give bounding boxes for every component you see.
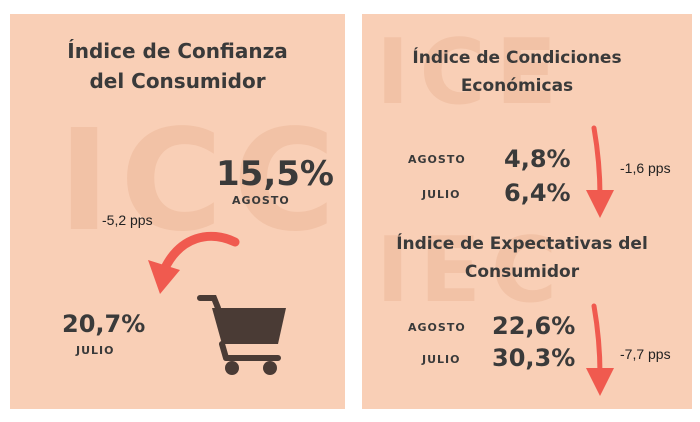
iec-title: Índice de Expectativas del Consumidor xyxy=(396,234,648,282)
ice-row-agosto-label: AGOSTO xyxy=(408,153,466,166)
curved-down-arrow-icon xyxy=(148,231,240,294)
icc-current-value: 15,5% xyxy=(216,154,334,194)
iec-row-agosto-label: AGOSTO xyxy=(408,321,466,334)
ice-change: -1,6 pps xyxy=(620,160,671,176)
icc-previous-label: JULIO xyxy=(76,344,115,357)
ice-iec-panel: ICE IEC Índice de Condiciones Económicas… xyxy=(362,14,692,409)
icc-change: -5,2 pps xyxy=(102,212,153,228)
shopping-cart-icon xyxy=(197,295,286,375)
ice-row-julio-value: 6,4% xyxy=(504,179,571,207)
ice-title: Índice de Condiciones Económicas xyxy=(412,48,622,96)
iec-row-julio-value: 30,3% xyxy=(492,344,576,372)
icc-previous-value: 20,7% xyxy=(62,310,146,338)
iec-row-julio-label: JULIO xyxy=(422,353,461,366)
icc-panel: ICC Índice de Confianza del Consumidor 1… xyxy=(10,14,345,409)
iec-change: -7,7 pps xyxy=(620,346,671,362)
icc-title: Índice de Confianza del Consumidor xyxy=(67,39,288,93)
ice-row-agosto-value: 4,8% xyxy=(504,145,571,173)
down-arrow-icon xyxy=(586,303,614,396)
icc-current-label: AGOSTO xyxy=(232,194,290,207)
ice-row-julio-label: JULIO xyxy=(422,188,461,201)
iec-row-agosto-value: 22,6% xyxy=(492,312,576,340)
down-arrow-icon xyxy=(586,125,614,218)
